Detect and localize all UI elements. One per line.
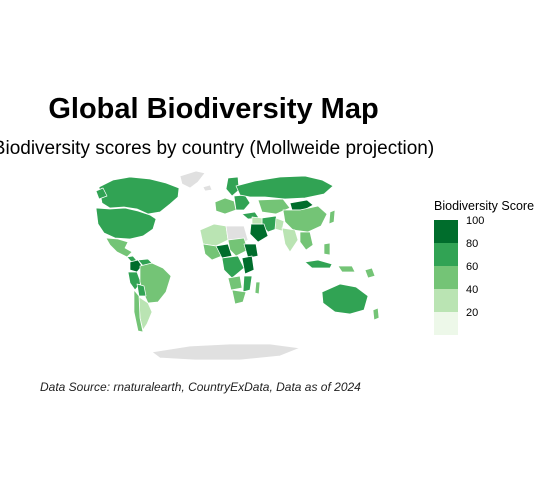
country-australia: [322, 284, 368, 314]
legend-swatch-100: [434, 220, 458, 243]
country-india: [282, 228, 298, 252]
legend-swatch-80: [434, 243, 458, 266]
map-caption: Data Source: rnaturalearth, CountryExDat…: [40, 380, 361, 394]
country-antarctica: [152, 344, 300, 360]
country-china: [283, 206, 327, 232]
country-central-africa: [222, 256, 244, 278]
country-angola: [228, 276, 242, 290]
country-mozambique: [243, 276, 252, 292]
country-papua-new-guinea: [338, 266, 355, 272]
country-new-zealand: [373, 308, 379, 320]
country-mexico: [106, 238, 132, 257]
country-southern-africa: [232, 290, 246, 304]
legend-swatch-40: [434, 289, 458, 312]
country-canada: [99, 177, 179, 214]
country-southeast-asia: [300, 232, 313, 250]
country-europe-east: [234, 195, 250, 210]
country-japan: [329, 210, 335, 224]
legend-label-60: 60: [466, 261, 478, 273]
country-russia: [236, 176, 333, 199]
legend-label-100: 100: [466, 215, 484, 227]
country-pacific-islands: [365, 268, 375, 278]
country-iceland: [203, 185, 212, 191]
country-brazil: [140, 263, 171, 303]
country-north-africa-west: [200, 224, 228, 246]
country-east-africa: [242, 256, 254, 274]
country-indonesia: [305, 260, 332, 268]
country-europe-west: [215, 198, 236, 214]
legend-swatch-60: [434, 266, 458, 289]
legend-label-80: 80: [466, 238, 478, 250]
country-philippines: [324, 243, 330, 255]
legend-label-40: 40: [466, 284, 478, 296]
country-greenland: [180, 171, 205, 188]
country-madagascar: [255, 282, 260, 294]
country-iraq: [252, 217, 262, 224]
legend-label-20: 20: [466, 307, 478, 319]
legend-title: Biodiversity Score: [434, 199, 534, 213]
legend-swatch-20: [434, 312, 458, 335]
